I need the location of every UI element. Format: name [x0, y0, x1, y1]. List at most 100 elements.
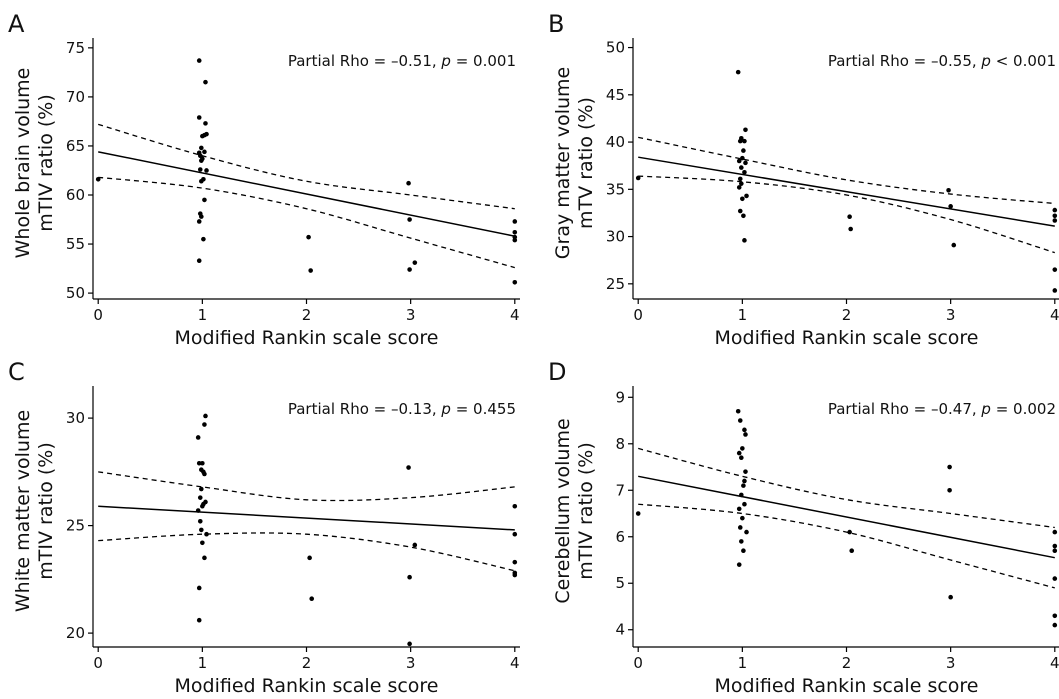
data-point: [739, 539, 744, 544]
x-axis-title: Modified Rankin scale score: [175, 327, 439, 349]
data-point: [737, 525, 743, 530]
y-axis-title-line2: mTIV ratio (%): [35, 94, 57, 231]
x-tick-label: 4: [510, 306, 520, 324]
data-point: [737, 176, 743, 182]
panel-b: B 0 1 2 3 4 25 30 35 40 45 50 Modified Rankin scale …: [548, 10, 1059, 349]
panel-letter: A: [8, 10, 25, 38]
data-point: [737, 418, 743, 423]
data-point: [739, 165, 744, 170]
x-tick-label: 3: [946, 654, 956, 672]
data-point: [512, 559, 518, 565]
data-point: [742, 238, 747, 243]
data-point: [743, 469, 748, 474]
data-point: [741, 213, 746, 219]
correlation-annotation: Partial Rho = –0.51, p = 0.001: [288, 52, 516, 70]
x-tick-label: 3: [946, 306, 956, 324]
y-axis-title-line1: Cerebellum volume: [552, 418, 574, 603]
data-point: [95, 177, 101, 182]
data-point: [197, 519, 203, 524]
data-point: [196, 258, 202, 264]
ci-upper-line: [98, 123, 515, 210]
data-point: [512, 503, 518, 509]
data-point: [1052, 529, 1058, 535]
data-point: [947, 464, 952, 470]
data-point: [200, 156, 205, 161]
ci-upper-line: [98, 471, 515, 502]
data-point: [735, 69, 741, 75]
data-point: [199, 527, 204, 533]
data-point: [740, 515, 745, 521]
panel-letter: B: [548, 10, 564, 38]
data-point: [202, 197, 207, 203]
data-point: [847, 529, 852, 535]
y-tick-label: 55: [66, 235, 85, 253]
x-tick-label: 2: [302, 306, 312, 324]
correlation-annotation: Partial Rho = –0.13, p = 0.455: [288, 400, 516, 418]
y-tick-label: 60: [66, 186, 85, 204]
data-point: [196, 617, 202, 623]
data-point: [741, 548, 746, 554]
data-point: [736, 185, 742, 190]
panel-letter: D: [548, 358, 566, 386]
data-point: [1052, 218, 1058, 223]
data-point: [407, 267, 412, 272]
data-point: [743, 432, 748, 437]
data-point: [512, 219, 518, 224]
data-point: [200, 540, 205, 546]
x-tick-label: 2: [842, 306, 852, 324]
data-point: [199, 214, 204, 219]
ci-lower-line: [638, 503, 1055, 589]
data-point: [847, 214, 852, 220]
y-tick-label: 40: [606, 133, 625, 151]
y-tick-label: 7: [615, 481, 625, 499]
data-point: [512, 572, 518, 578]
data-point: [739, 135, 744, 141]
y-axis-title-line2: mTV ratio (%): [575, 97, 597, 229]
panel-c: C 0 1 2 3 4 20 25 30 Modified Rankin scale score W…: [8, 358, 520, 697]
x-axis-title: Modified Rankin scale score: [715, 327, 979, 349]
data-point: [407, 217, 412, 222]
data-point: [1052, 213, 1058, 219]
panel-a: A 0 1 2 3 4 50 55 60 65 70 75 Modified Rankin scale …: [8, 10, 520, 349]
data-point: [512, 237, 518, 243]
x-tick-label: 4: [1050, 306, 1059, 324]
y-tick-label: 70: [66, 88, 85, 106]
data-point: [407, 574, 412, 580]
x-tick-label: 0: [633, 306, 643, 324]
data-point: [742, 427, 747, 433]
data-point: [197, 495, 203, 500]
data-point: [735, 408, 741, 414]
data-point: [736, 506, 742, 512]
data-point: [202, 471, 207, 477]
x-tick-label: 2: [842, 654, 852, 672]
x-tick-label: 4: [510, 654, 520, 672]
data-point: [196, 585, 202, 591]
x-axis-title: Modified Rankin scale score: [175, 675, 439, 697]
data-point: [204, 131, 209, 137]
panel-letter: C: [8, 358, 25, 386]
data-point: [1052, 548, 1058, 554]
data-point: [736, 158, 742, 164]
x-tick-label: 4: [1050, 654, 1059, 672]
correlation-annotation: Partial Rho = –0.47, p = 0.002: [828, 400, 1056, 418]
data-point: [202, 555, 207, 561]
data-point: [739, 181, 744, 186]
data-point: [203, 413, 208, 419]
x-tick-label: 1: [198, 654, 208, 672]
data-point: [849, 548, 855, 554]
data-point: [848, 226, 853, 232]
data-point: [743, 160, 748, 166]
data-point: [201, 236, 206, 242]
data-point: [948, 204, 953, 209]
y-tick-label: 6: [615, 528, 625, 546]
data-point: [742, 138, 747, 144]
ci-upper-line: [638, 447, 1055, 529]
data-point: [306, 234, 311, 240]
data-point: [201, 177, 206, 182]
data-point: [203, 121, 208, 126]
data-point: [1052, 288, 1058, 293]
data-point: [741, 483, 746, 488]
data-point: [200, 460, 205, 466]
data-point: [948, 594, 953, 600]
